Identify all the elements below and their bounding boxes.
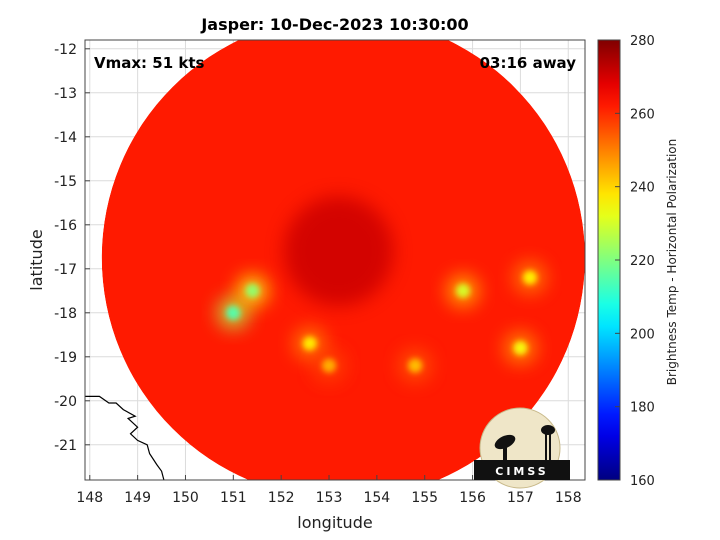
feature-core <box>408 358 423 373</box>
x-tick-label: 156 <box>459 490 486 506</box>
feature-core <box>226 305 241 320</box>
y-tick-label: -16 <box>54 218 77 234</box>
y-tick-label: -14 <box>54 130 77 146</box>
storm-eye-region <box>283 196 394 307</box>
feature-core <box>513 341 528 355</box>
satellite-dish-icon <box>494 434 516 450</box>
colorbar-tick-label: 160 <box>630 474 655 489</box>
brightness-swath <box>101 40 585 480</box>
feature-core <box>455 283 470 298</box>
y-tick-label: -19 <box>54 350 77 366</box>
y-tick-label: -17 <box>54 262 77 278</box>
x-tick-label: 153 <box>316 490 343 506</box>
y-axis-label: latitude <box>27 229 46 290</box>
x-tick-label: 158 <box>555 490 582 506</box>
colorbar-tick-label: 280 <box>630 34 655 49</box>
colorbar-tick-label: 220 <box>630 254 655 269</box>
x-tick-label: 155 <box>411 490 438 506</box>
x-tick-label: 157 <box>507 490 534 506</box>
y-tick-label: -12 <box>54 42 77 58</box>
vmax-annotation: Vmax: 51 kts <box>94 54 204 72</box>
plot-frame <box>84 39 586 481</box>
x-axis-label: longitude <box>297 513 372 532</box>
x-tick-label: 151 <box>220 490 247 506</box>
chart-title: Jasper: 10-Dec-2023 10:30:00 <box>200 15 468 34</box>
colorbar-label: Brightness Temp - Horizontal Polarizatio… <box>665 139 679 386</box>
y-tick-label: -13 <box>54 86 77 102</box>
colorbar-tick-label: 200 <box>630 327 655 342</box>
coastline <box>85 395 165 480</box>
x-tick-label: 150 <box>172 490 199 506</box>
feature-core <box>245 283 260 298</box>
feature-core <box>522 270 537 285</box>
feature-core <box>322 358 337 373</box>
colorbar-tick-label: 240 <box>630 181 655 196</box>
x-axis-ticks: 148 149 150 151 152 153 154 155 156 157 158 <box>76 475 582 506</box>
feature-core <box>302 336 317 351</box>
colorbar-ticks: 160 180 200 220 240 260 280 <box>615 34 655 489</box>
y-tick-label: -15 <box>54 174 77 190</box>
x-tick-label: 148 <box>76 490 103 506</box>
y-tick-label: -20 <box>54 394 77 410</box>
time-away-annotation: 03:16 away <box>480 54 577 72</box>
y-tick-label: -21 <box>54 438 77 454</box>
colorbar-tick-label: 260 <box>630 107 655 122</box>
logo-text: CIMSS <box>495 465 548 478</box>
cimss-logo: CIMSS <box>474 407 570 489</box>
colorbar-tick-label: 180 <box>630 401 655 416</box>
y-axis-ticks: -12 -13 -14 -15 -16 -17 -18 -19 -20 -21 <box>54 42 90 454</box>
y-tick-label: -18 <box>54 306 77 322</box>
x-tick-label: 149 <box>124 490 151 506</box>
convective-features <box>217 261 546 382</box>
x-tick-label: 154 <box>363 490 390 506</box>
water-tower-icon <box>541 425 555 435</box>
x-tick-label: 152 <box>268 490 295 506</box>
